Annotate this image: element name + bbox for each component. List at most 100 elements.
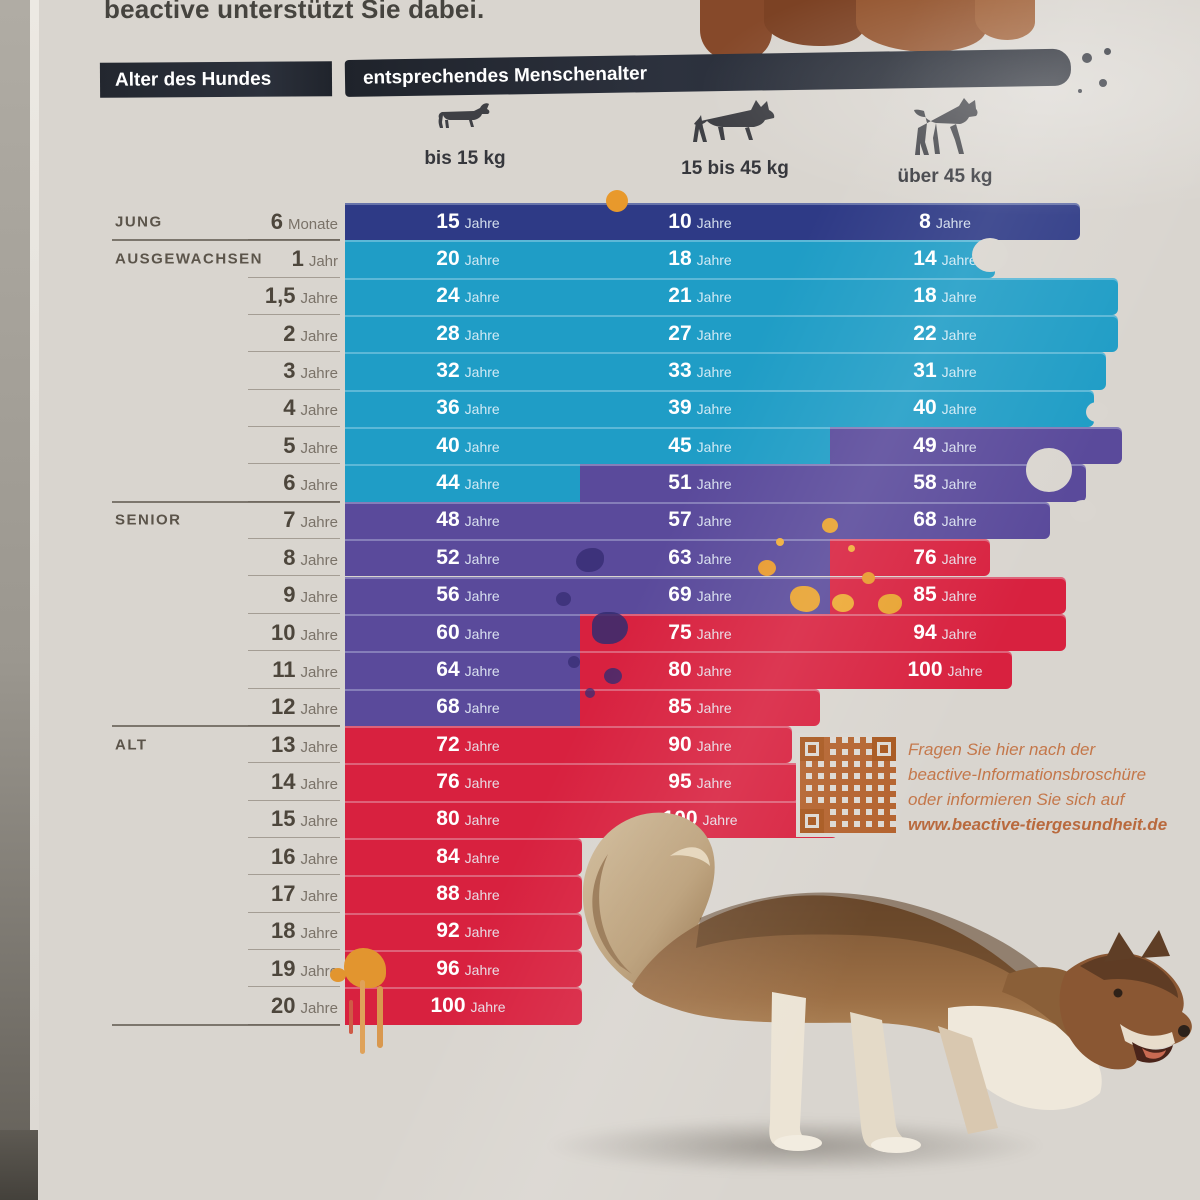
bar-segment-alt [345,875,582,913]
info-link: www.beactive-tiergesundheit.de [908,815,1168,834]
human-age-value: 48 Jahre [436,508,500,532]
dog-age-label: 9 Jahre [283,582,338,608]
dog-age-label: 6 Jahre [283,470,338,496]
bar-segment-senior [345,576,580,614]
weight-class-medium: 15 bis 45 kg [660,98,810,180]
age-underline [248,538,340,540]
dog-age-label: 4 Jahre [283,395,338,421]
top-dog-leg [975,0,1035,40]
dog-age-label: 11 Jahre [272,656,338,682]
info-line: oder informieren Sie sich auf [908,790,1125,809]
paint-splatter-navy [585,688,595,698]
human-age-value: 21 Jahre [668,284,732,308]
paint-splatter-orange [776,538,784,546]
paint-drip-orange [377,986,383,1048]
bar-segment-ausgewachsen [345,315,580,353]
table-row: 16 Jahre 84 Jahre [0,837,1200,876]
human-age-value: 88 Jahre [436,881,500,905]
human-age-value: 95 Jahre [668,769,732,793]
qr-finder [872,737,896,761]
human-age-value: 80 Jahre [668,657,732,681]
human-age-value: 85 Jahre [668,695,732,719]
stage-divider [112,724,340,727]
table-row: 14 Jahre 76 Jahre 95 Jahre [0,763,1200,801]
human-age-value: 80 Jahre [436,807,500,831]
collie-dog-photo [582,812,1192,1153]
table-row: 12 Jahre 68 Jahre 85 Jahre [0,688,1200,726]
weight-class-label: bis 15 kg [424,148,506,169]
human-age-value: 68 Jahre [436,695,500,719]
bar-segment-ausgewachsen [580,389,830,428]
human-age-value: 32 Jahre [436,359,500,383]
table-row: 2 Jahre 28 Jahre 27 Jahre 22 Jahre [0,315,1200,353]
bar-segment-alt [580,763,800,801]
top-dog-body [764,0,864,46]
bar-segment-alt [345,800,580,838]
dog-age-label: 16 Jahre [270,843,338,869]
bar-segment-alt [345,912,582,950]
bar-segment-alt [345,725,580,764]
medium-dog-icon [693,100,775,142]
top-dog-paw [700,0,772,60]
table-row: 20 Jahre 100 Jahre [0,987,1200,1026]
bar-segment-jung [830,203,1080,241]
human-age-value: 18 Jahre [913,284,977,308]
bar-segment-alt [345,837,582,876]
stage-divider [112,239,340,242]
bar-segment-senior [345,501,580,540]
bar-segment-ausgewachsen [345,389,580,428]
table-row: 4 Jahre 36 Jahre 39 Jahre 40 Jahre [0,389,1200,428]
human-age-value: 94 Jahre [913,620,977,644]
qr-code [796,733,900,837]
human-age-value: 76 Jahre [436,769,500,793]
table-row: 8 Jahre 52 Jahre 63 Jahre 76 Jahre [0,539,1200,577]
human-age-value: 8 Jahre [919,209,971,233]
dog-age-label: 14 Jahre [270,768,338,794]
dog-age-label: 20 Jahre [270,993,338,1019]
human-age-value: 14 Jahre [913,247,977,271]
bar-segment-alt [580,688,820,726]
bar-segment-ausgewachsen [830,277,1118,316]
paint-splatter-orange [606,190,628,212]
bar-segment-ausgewachsen [580,277,830,316]
paint-splatter-orange [878,594,902,614]
human-age-value: 45 Jahre [668,433,732,457]
bar-segment-ausgewachsen [345,277,580,316]
age-underline [248,874,340,876]
human-age-value: 40 Jahre [436,433,500,457]
ragged-edge-blob [1086,402,1108,422]
paint-splatter-navy [576,548,604,572]
age-underline [248,986,340,988]
human-age-value: 85 Jahre [913,583,977,607]
age-underline [248,351,340,353]
human-age-value: 92 Jahre [436,919,500,943]
table-row: 6 Jahre 44 Jahre 51 Jahre 58 Jahre [0,464,1200,502]
bar-segment-alt [830,539,990,577]
paint-drip-orange [330,968,346,982]
human-age-value: 18 Jahre [668,247,732,271]
human-age-value: 28 Jahre [436,321,500,345]
bar-segment-alt [345,987,582,1025]
bar-segment-alt [830,651,1012,689]
dog-age-label: 8 Jahre [283,544,338,570]
bar-segment-senior [830,427,1122,465]
dog-age-label: 12 Jahre [270,694,338,720]
stage-divider [112,1023,340,1026]
human-age-value: 84 Jahre [436,844,500,868]
human-age-value: 36 Jahre [436,396,500,420]
human-age-value: 24 Jahre [436,284,500,308]
dog-age-label: 13 Jahre [270,731,338,757]
age-underline [248,762,340,764]
age-underline [248,612,340,614]
bar-segment-senior [580,576,830,614]
bar-segment-senior [345,613,580,652]
age-underline [248,276,340,278]
age-underline [248,948,340,950]
weight-class-large: über 45 kg [870,98,1020,188]
poster-left-edge [0,0,30,1200]
weight-class-label: 15 bis 45 kg [681,158,789,179]
human-age-value: 96 Jahre [436,956,500,980]
weight-class-small: bis 15 kg [395,98,535,170]
paint-splatter-orange [758,560,776,576]
